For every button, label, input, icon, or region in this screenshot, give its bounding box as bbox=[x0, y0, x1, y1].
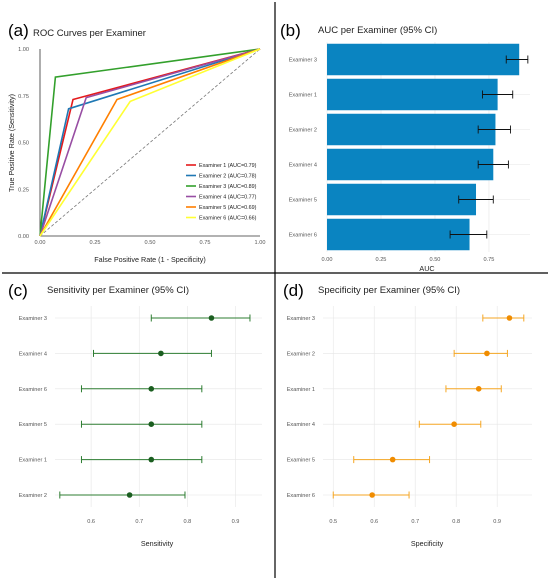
specificity-x-tick-label: 0.5 bbox=[329, 519, 337, 525]
specificity-x-axis-label: Specificity bbox=[411, 539, 444, 548]
specificity-category-label: Examiner 6 bbox=[287, 493, 315, 499]
sensitivity-x-tick-label: 0.6 bbox=[87, 519, 95, 525]
sensitivity-point bbox=[126, 492, 133, 498]
specificity-point bbox=[484, 350, 490, 357]
sensitivity-point bbox=[148, 386, 155, 392]
roc-x-axis-label: False Positive Rate (1 - Specificity) bbox=[94, 255, 205, 264]
legend-label-examiner-3: Examiner 3 (AUC=0.89) bbox=[199, 184, 257, 190]
auc-category-label: Examiner 1 bbox=[289, 93, 317, 99]
roc-y-tick-label: 1.00 bbox=[18, 47, 29, 53]
panel-d-title: Specificity per Examiner (95% CI) bbox=[318, 285, 460, 296]
roc-y-axis-label: True Positive Rate (Sensitivity) bbox=[7, 94, 16, 192]
roc-curve-examiner-4 bbox=[39, 48, 261, 237]
specificity-point bbox=[389, 456, 396, 463]
specificity-x-tick-label: 0.6 bbox=[370, 519, 378, 525]
sensitivity-point bbox=[158, 350, 164, 357]
specificity-x-tick-label: 0.8 bbox=[452, 519, 460, 525]
legend-label-examiner-2: Examiner 2 (AUC=0.78) bbox=[199, 174, 257, 180]
auc-x-tick-label: 0.50 bbox=[430, 257, 441, 263]
auc-category-label: Examiner 5 bbox=[289, 198, 317, 204]
sensitivity-category-label: Examiner 3 bbox=[19, 316, 47, 322]
sensitivity-point bbox=[148, 421, 155, 428]
specificity-x-tick-label: 0.7 bbox=[411, 519, 419, 525]
sensitivity-point bbox=[208, 315, 215, 321]
specificity-category-label: Examiner 2 bbox=[287, 351, 315, 357]
sensitivity-x-axis-label: Sensitivity bbox=[141, 539, 174, 548]
panel-c: (c) Sensitivity per Examiner (95% CI) 0.… bbox=[8, 281, 262, 548]
panel-b: (b) AUC per Examiner (95% CI) 0.00 0.25 0.… bbox=[280, 21, 530, 273]
specificity-point bbox=[369, 492, 375, 498]
auc-category-label: Examiner 3 bbox=[289, 58, 317, 64]
legend-label-examiner-4: Examiner 4 (AUC=0.77) bbox=[199, 195, 257, 201]
sensitivity-category-label: Examiner 2 bbox=[19, 493, 47, 499]
panel-d-label: (d) bbox=[283, 281, 304, 300]
sensitivity-category-label: Examiner 6 bbox=[19, 387, 47, 393]
specificity-point bbox=[475, 386, 482, 392]
roc-x-tick-label: 0.75 bbox=[200, 240, 211, 246]
specificity-x-tick-label: 0.9 bbox=[493, 519, 501, 525]
legend-label-examiner-5: Examiner 5 (AUC=0.69) bbox=[199, 205, 257, 211]
auc-x-tick-label: 0.25 bbox=[376, 257, 387, 263]
roc-plot-area: 0.00 0.25 0.50 0.75 1.00 0.00 0.25 0.50 0.75 1.00… bbox=[18, 47, 265, 246]
roc-curve-examiner-5 bbox=[39, 48, 261, 237]
roc-curve-examiner-2 bbox=[39, 48, 261, 237]
auc-bar bbox=[327, 148, 494, 181]
sensitivity-x-tick-label: 0.7 bbox=[135, 519, 143, 525]
roc-y-tick-label: 0.00 bbox=[18, 234, 29, 240]
panel-a-title: ROC Curves per Examiner bbox=[33, 28, 146, 39]
sensitivity-point bbox=[148, 456, 155, 463]
roc-curve-examiner-6 bbox=[39, 48, 261, 237]
specificity-point bbox=[451, 421, 457, 428]
sensitivity-category-label: Examiner 1 bbox=[19, 458, 47, 464]
panel-b-title: AUC per Examiner (95% CI) bbox=[318, 25, 437, 36]
auc-bar bbox=[327, 43, 520, 76]
sensitivity-plot-area: 0.6 0.7 0.8 0.9 Examiner 3 Examiner 4 Examiner… bbox=[19, 306, 262, 525]
specificity-category-label: Examiner 4 bbox=[287, 422, 315, 428]
auc-x-tick-label: 0.75 bbox=[484, 257, 495, 263]
sensitivity-category-label: Examiner 4 bbox=[19, 351, 47, 357]
specificity-category-label: Examiner 1 bbox=[287, 387, 315, 393]
roc-x-tick-label: 0.25 bbox=[90, 240, 101, 246]
panel-b-label: (b) bbox=[280, 21, 301, 40]
roc-y-tick-label: 0.50 bbox=[18, 141, 29, 147]
specificity-category-label: Examiner 3 bbox=[287, 316, 315, 322]
legend-label-examiner-1: Examiner 1 (AUC=0.79) bbox=[199, 163, 257, 169]
panel-c-label: (c) bbox=[8, 281, 28, 300]
auc-category-label: Examiner 2 bbox=[289, 128, 317, 134]
auc-category-label: Examiner 4 bbox=[289, 163, 317, 169]
panel-a-label: (a) bbox=[8, 21, 29, 40]
specificity-point bbox=[506, 315, 513, 321]
auc-category-label: Examiner 6 bbox=[289, 233, 317, 239]
auc-bar bbox=[327, 78, 498, 111]
sensitivity-x-tick-label: 0.9 bbox=[232, 519, 240, 525]
roc-reference-diagonal bbox=[39, 48, 261, 237]
legend-label-examiner-6: Examiner 6 (AUC=0.66) bbox=[199, 216, 257, 222]
roc-x-tick-label: 1.00 bbox=[255, 240, 266, 246]
auc-x-tick-label: 0.00 bbox=[322, 257, 333, 263]
panel-a: (a) ROC Curves per Examiner 0.00 0.25 0.50… bbox=[7, 21, 265, 264]
roc-x-tick-label: 0.00 bbox=[35, 240, 46, 246]
roc-x-tick-label: 0.50 bbox=[145, 240, 156, 246]
roc-y-tick-label: 0.25 bbox=[18, 187, 29, 193]
roc-curve-examiner-3 bbox=[39, 48, 261, 237]
sensitivity-x-tick-label: 0.8 bbox=[183, 519, 191, 525]
specificity-plot-area: 0.5 0.6 0.7 0.8 0.9 Examiner 3 Examiner 2 Exami… bbox=[287, 306, 532, 525]
auc-bar bbox=[327, 218, 470, 251]
auc-plot-area: 0.00 0.25 0.50 0.75 Examiner 3 Examiner 1 Exam… bbox=[289, 42, 530, 263]
auc-x-axis-label: AUC bbox=[419, 264, 434, 273]
panel-d: (d) Specificity per Examiner (95% CI) 0.… bbox=[283, 281, 532, 548]
auc-bar bbox=[327, 183, 477, 216]
roc-y-tick-label: 0.75 bbox=[18, 94, 29, 100]
specificity-category-label: Examiner 5 bbox=[287, 458, 315, 464]
auc-bar bbox=[327, 113, 496, 146]
sensitivity-category-label: Examiner 5 bbox=[19, 422, 47, 428]
panel-c-title: Sensitivity per Examiner (95% CI) bbox=[47, 285, 189, 296]
